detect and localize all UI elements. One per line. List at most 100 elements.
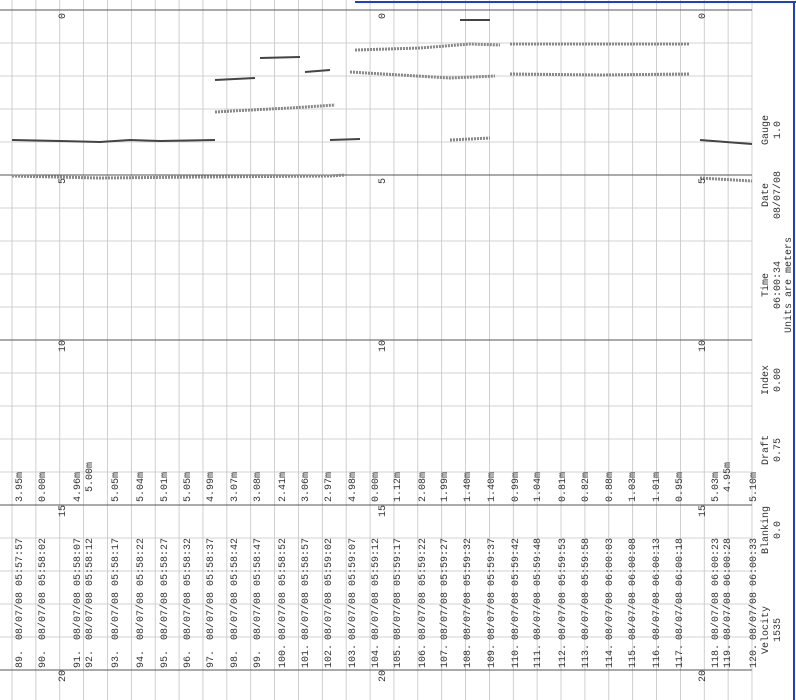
depth-label: 10 <box>698 340 709 352</box>
side-value: 0.0 <box>773 521 784 539</box>
record-stamp: 08/07/08 05:58:17 <box>110 538 122 640</box>
record-depth: 5.10m <box>749 472 760 502</box>
record-stamp: 08/07/08 05:58:07 <box>72 538 84 640</box>
record-index: 119. <box>723 644 734 668</box>
depth-label: 20 <box>698 670 709 682</box>
record-depth: 5.00m <box>85 462 96 492</box>
record-stamp: 08/07/08 05:59:02 <box>323 538 335 640</box>
record-depth: 1.40m <box>463 472 474 502</box>
record-stamp: 08/07/08 05:58:42 <box>229 538 241 640</box>
record-index: 98. <box>230 650 241 668</box>
side-label: Gauge <box>761 115 772 145</box>
record-depth: 0.99m <box>511 472 522 502</box>
record-stamp: 08/07/08 05:58:32 <box>182 538 194 640</box>
record-index: 109. <box>487 644 498 668</box>
depth-label: 0 <box>698 13 709 19</box>
record-index: 105. <box>393 644 404 668</box>
echo-line <box>260 57 300 58</box>
record-depth: 1.12m <box>393 472 404 502</box>
side-value: 08/07/08 <box>772 171 784 219</box>
side-label: Velocity <box>760 606 772 654</box>
record-stamp: 08/07/08 05:58:12 <box>84 538 96 640</box>
record-depth: 5.05m <box>183 472 194 502</box>
echogram: 051015200510152005101520Gauge1.0Date08/0… <box>0 0 796 700</box>
depth-label: 5 <box>698 178 709 184</box>
record-index: 95. <box>160 650 171 668</box>
depth-label: 5 <box>58 178 69 184</box>
side-value: 0.75 <box>773 438 784 462</box>
record-stamp: 08/07/08 05:58:57 <box>300 538 312 640</box>
depth-label: 5 <box>378 178 389 184</box>
record-stamp: 08/07/08 06:00:28 <box>722 538 734 640</box>
record-stamp: 08/07/08 06:00:18 <box>674 538 686 640</box>
record-stamp: 08/07/08 05:59:22 <box>417 538 429 640</box>
record-index: 90. <box>38 650 49 668</box>
record-depth: 1.40m <box>487 472 498 502</box>
record-stamp: 08/07/08 06:00:03 <box>604 538 616 640</box>
record-index: 96. <box>183 650 194 668</box>
record-depth: 0.95m <box>675 472 686 502</box>
record-index: 102. <box>324 644 335 668</box>
record-index: 112. <box>558 644 569 668</box>
record-depth: 4.95m <box>723 462 734 492</box>
side-label: Draft <box>760 435 772 465</box>
depth-label: 10 <box>58 340 69 352</box>
record-index: 89. <box>15 650 26 668</box>
record-index: 114. <box>605 644 616 668</box>
record-depth: 0.00m <box>38 472 49 502</box>
side-label: Date <box>761 183 772 207</box>
record-depth: 4.96m <box>73 472 84 502</box>
side-label: Time <box>760 273 772 297</box>
record-depth: 4.98m <box>348 472 359 502</box>
depth-label: 0 <box>58 13 69 19</box>
side-value: 1.0 <box>773 121 784 139</box>
depth-label: 10 <box>378 340 389 352</box>
side-label: Blanking <box>760 506 772 554</box>
record-depth: 4.99m <box>206 472 217 502</box>
record-index: 107. <box>440 644 451 668</box>
record-depth: 5.03m <box>711 472 722 502</box>
record-depth: 1.99m <box>440 472 451 502</box>
record-stamp: 08/07/08 05:58:47 <box>252 538 264 640</box>
record-stamp: 08/07/08 05:59:32 <box>462 538 474 640</box>
record-index: 91. <box>73 650 84 668</box>
record-stamp: 08/07/08 05:57:57 <box>14 538 26 640</box>
depth-label: 15 <box>378 505 389 517</box>
record-stamp: 08/07/08 06:00:13 <box>651 538 663 640</box>
record-stamp: 08/07/08 05:59:48 <box>532 538 544 640</box>
record-depth: 5.01m <box>160 472 171 502</box>
record-stamp: 08/07/08 06:00:33 <box>748 538 760 640</box>
record-depth: 5.04m <box>136 472 147 502</box>
record-depth: 0.82m <box>581 472 592 502</box>
record-index: 92. <box>85 650 96 668</box>
record-depth: 2.41m <box>278 472 289 502</box>
record-depth: 0.88m <box>605 472 616 502</box>
record-stamp: 08/07/08 05:59:53 <box>557 538 569 640</box>
record-index: 100. <box>278 644 289 668</box>
depth-label: 0 <box>378 13 389 19</box>
record-depth: 3.07m <box>230 472 241 502</box>
record-stamp: 08/07/08 05:58:52 <box>277 538 289 640</box>
side-label: Index <box>760 365 772 395</box>
record-index: 101. <box>301 644 312 668</box>
record-index: 113. <box>581 644 592 668</box>
depth-label: 20 <box>58 670 69 682</box>
record-index: 93. <box>111 650 122 668</box>
record-depth: 2.97m <box>324 472 335 502</box>
record-index: 110. <box>511 644 522 668</box>
side-value: 06:00:34 <box>773 261 784 309</box>
record-stamp: 08/07/08 05:59:12 <box>370 538 382 640</box>
record-depth: 0.81m <box>558 472 569 502</box>
record-depth: 5.05m <box>111 472 122 502</box>
record-depth: 1.04m <box>533 472 544 502</box>
record-depth: 3.95m <box>15 472 26 502</box>
record-stamp: 08/07/08 05:58:22 <box>135 538 147 640</box>
record-depth: 3.08m <box>253 472 264 502</box>
record-stamp: 08/07/08 05:59:42 <box>510 538 522 640</box>
record-stamp: 08/07/08 05:58:02 <box>37 538 49 640</box>
record-depth: 0.00m <box>371 472 382 502</box>
record-index: 103. <box>348 644 359 668</box>
record-depth: 1.03m <box>628 472 639 502</box>
record-index: 116. <box>652 644 663 668</box>
record-index: 94. <box>136 650 147 668</box>
